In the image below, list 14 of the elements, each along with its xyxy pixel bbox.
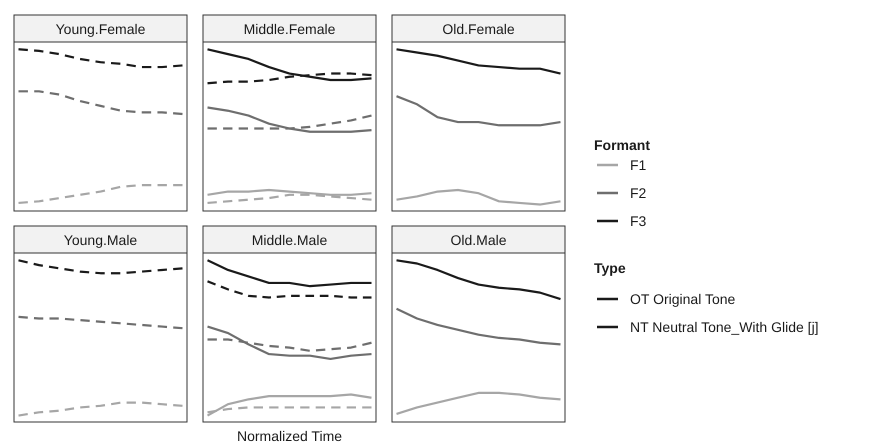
chart-title: Middle.Male [252,232,328,248]
legend-title: Formant [594,137,650,153]
chart-title: Young.Male [64,232,138,248]
text: Type [594,260,626,276]
chart-title: Middle.Female [244,21,336,37]
chart-title: Old.Female [442,21,515,37]
legend-label: F1 [630,157,647,173]
chart-title: Old.Male [450,232,507,248]
chart-title: Young.Female [56,21,146,37]
legend-label: F3 [630,213,647,229]
legend-label: F2 [630,185,647,201]
text: OT Original Tone [630,291,736,307]
x-axis-title: Normalized Time [236,428,342,444]
text: NT Neutral Tone_With Glide [j] [630,319,819,335]
